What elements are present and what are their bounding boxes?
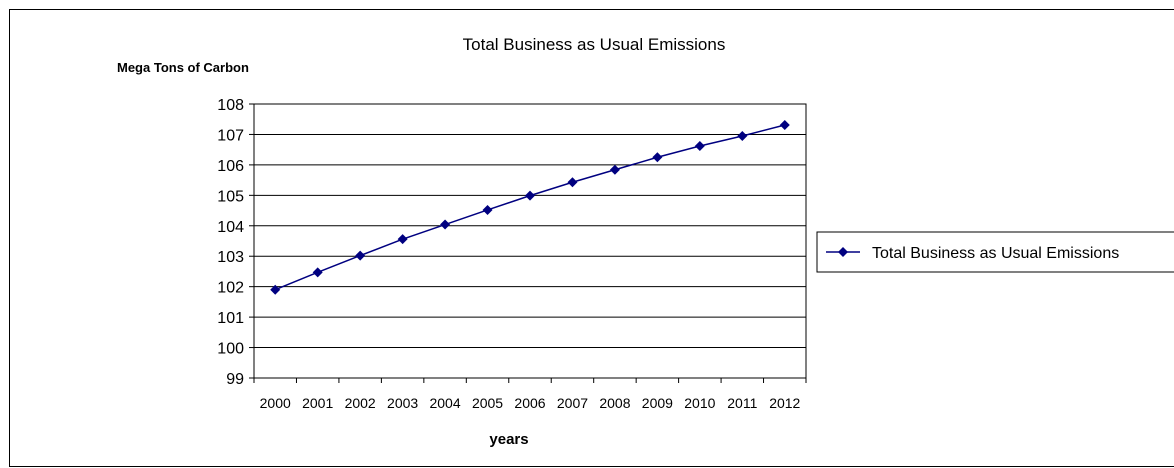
chart-title: Total Business as Usual Emissions — [463, 35, 726, 54]
y-tick-label: 107 — [217, 127, 244, 144]
x-tick-label: 2006 — [514, 395, 545, 411]
data-point-marker — [567, 177, 578, 188]
data-point-marker — [312, 267, 323, 278]
legend: Total Business as Usual Emissions — [816, 231, 1174, 273]
data-point-marker — [779, 120, 790, 131]
data-point-marker — [609, 164, 620, 175]
data-point-marker — [525, 190, 535, 201]
data-point-marker — [737, 130, 748, 141]
y-axis-label: Mega Tons of Carbon — [117, 60, 249, 75]
y-tick-label: 104 — [217, 219, 244, 236]
data-point-marker — [482, 204, 493, 215]
y-tick-label: 101 — [217, 310, 244, 327]
y-tick-label: 99 — [226, 371, 244, 388]
legend-diamond-marker — [838, 247, 848, 257]
y-tick-label: 102 — [217, 280, 244, 297]
data-point-marker — [397, 234, 408, 245]
series-line — [274, 124, 785, 291]
data-point-marker — [652, 152, 663, 163]
data-point-marker — [440, 219, 451, 230]
x-tick-label: 2009 — [642, 395, 673, 411]
x-tick-label: 2008 — [599, 395, 630, 411]
x-axis-label: years — [489, 431, 528, 448]
chart-area — [9, 9, 1174, 467]
x-tick-label: 2007 — [557, 395, 588, 411]
x-tick-label: 2002 — [345, 395, 376, 411]
y-tick-label: 100 — [217, 341, 244, 358]
x-tick-label: 2005 — [472, 395, 503, 411]
x-tick-label: 2004 — [429, 395, 460, 411]
x-tick-label: 2001 — [302, 395, 333, 411]
data-point-marker — [355, 250, 366, 261]
y-tick-label: 106 — [217, 158, 244, 175]
y-tick-label: 103 — [217, 249, 244, 266]
plot-border — [253, 103, 807, 379]
y-tick-label: 105 — [217, 188, 244, 205]
x-tick-label: 2003 — [387, 395, 418, 411]
legend-box — [816, 231, 1174, 273]
x-tick-label: 2012 — [769, 395, 800, 411]
x-tick-label: 2011 — [727, 395, 757, 411]
y-tick-label: 108 — [217, 97, 244, 114]
x-tick-label: 2000 — [260, 395, 291, 411]
data-point-marker — [694, 141, 705, 152]
x-tick-label: 2010 — [684, 395, 715, 411]
legend-entry-label: Total Business as Usual Emissions — [872, 245, 1119, 262]
data-point-marker — [270, 284, 281, 295]
plot-area: 99 100 101 102 103 104 105 106 107 108 2000 2001 200… — [217, 97, 807, 411]
